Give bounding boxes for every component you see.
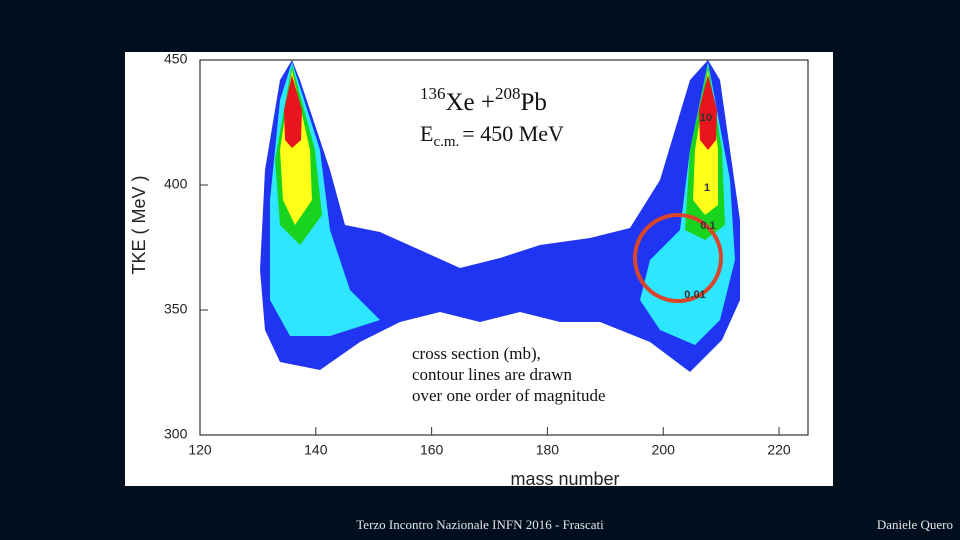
- footer-event: Terzo Incontro Nazionale INFN 2016 - Fra…: [356, 517, 604, 532]
- contour-label: 0.01: [684, 289, 705, 301]
- energy-value: = 450 MeV: [462, 121, 564, 146]
- x-tick-label: 200: [652, 442, 676, 458]
- element: Pb: [521, 89, 547, 116]
- y-tick-label: 400: [164, 176, 188, 192]
- plot-frame: [199, 59, 809, 436]
- footer-author: Daniele Quero: [877, 517, 953, 532]
- outer-region: [260, 60, 740, 372]
- x-tick-label: 160: [420, 442, 444, 458]
- note-line: contour lines are drawn: [412, 365, 573, 384]
- element: Xe +: [446, 89, 496, 116]
- y-tick-label: 450: [164, 51, 188, 67]
- x-axis-label: mass number: [510, 469, 619, 489]
- contour-label: 1: [704, 182, 710, 194]
- energy: Ec.m. = 450 MeV: [420, 121, 564, 150]
- mass-number: 136: [420, 84, 446, 103]
- contour-label: 0.1: [700, 220, 715, 232]
- x-tick-label: 120: [188, 442, 212, 458]
- y-tick-label: 300: [164, 426, 188, 442]
- plot: [260, 60, 740, 372]
- note-line: over one order of magnitude: [412, 386, 606, 405]
- y-axis-label: TKE ( MeV ): [129, 175, 149, 274]
- note-line: cross section (mb),: [412, 344, 541, 363]
- x-tick-label: 180: [536, 442, 560, 458]
- y-tick-label: 350: [164, 301, 188, 317]
- x-tick-label: 140: [304, 442, 328, 458]
- reaction: 136Xe +208Pb: [420, 84, 547, 116]
- highlight-circle: [633, 213, 723, 303]
- x-tick-label: 220: [767, 442, 791, 458]
- energy-subscript: c.m.: [433, 134, 459, 150]
- contour-region: [284, 75, 302, 148]
- energy-symbol: E: [420, 121, 433, 146]
- contour-label: 10: [700, 112, 712, 124]
- contour-region: [699, 75, 717, 150]
- mass-number: 208: [495, 84, 521, 103]
